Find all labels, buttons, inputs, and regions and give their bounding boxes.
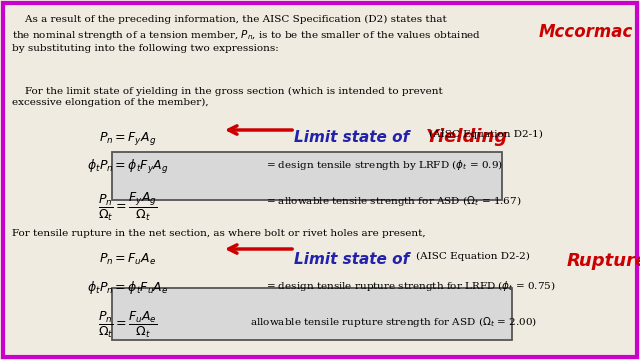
Text: $P_n = F_uA_e$: $P_n = F_uA_e$ [99, 252, 157, 267]
Text: $\dfrac{P_n}{\Omega_t} = \dfrac{F_yA_g}{\Omega_t}$: $\dfrac{P_n}{\Omega_t} = \dfrac{F_yA_g}{… [98, 191, 158, 223]
Text: For tensile rupture in the net section, as where bolt or rivet holes are present: For tensile rupture in the net section, … [12, 229, 425, 238]
Text: (AISC Equation D2-1): (AISC Equation D2-1) [429, 130, 543, 139]
Text: Mccormac: Mccormac [538, 23, 633, 41]
Text: = allowable tensile strength for ASD ($\Omega_t$ = 1.67): = allowable tensile strength for ASD ($\… [266, 194, 521, 208]
Text: For the limit state of yielding in the gross section (which is intended to preve: For the limit state of yielding in the g… [12, 86, 442, 108]
Text: As a result of the preceding information, the AISC Specification (D2) states tha: As a result of the preceding information… [12, 14, 481, 53]
Text: $P_n = F_yA_g$: $P_n = F_yA_g$ [99, 130, 157, 147]
Text: $\phi_tP_n = \phi_tF_uA_e$: $\phi_tP_n = \phi_tF_uA_e$ [87, 279, 169, 296]
Text: = design tensile rupture strength for LRFD ($\phi_t$ = 0.75): = design tensile rupture strength for LR… [266, 279, 556, 293]
Text: $\dfrac{P_n}{\Omega_t} = \dfrac{F_uA_e}{\Omega_t}$: $\dfrac{P_n}{\Omega_t} = \dfrac{F_uA_e}{… [98, 310, 158, 340]
Text: Limit state of: Limit state of [294, 252, 410, 267]
Text: allowable tensile rupture strength for ASD ($\Omega_t$ = 2.00): allowable tensile rupture strength for A… [250, 315, 536, 329]
Text: (AISC Equation D2-2): (AISC Equation D2-2) [416, 252, 530, 261]
Text: Yielding: Yielding [426, 128, 508, 146]
Text: Rupture: Rupture [566, 252, 640, 270]
Text: = design tensile strength by LRFD ($\phi_t$ = 0.9): = design tensile strength by LRFD ($\phi… [266, 158, 502, 172]
Text: $\phi_tP_n = \phi_tF_yA_g$: $\phi_tP_n = \phi_tF_yA_g$ [87, 158, 169, 176]
Text: Limit state of: Limit state of [294, 130, 410, 145]
